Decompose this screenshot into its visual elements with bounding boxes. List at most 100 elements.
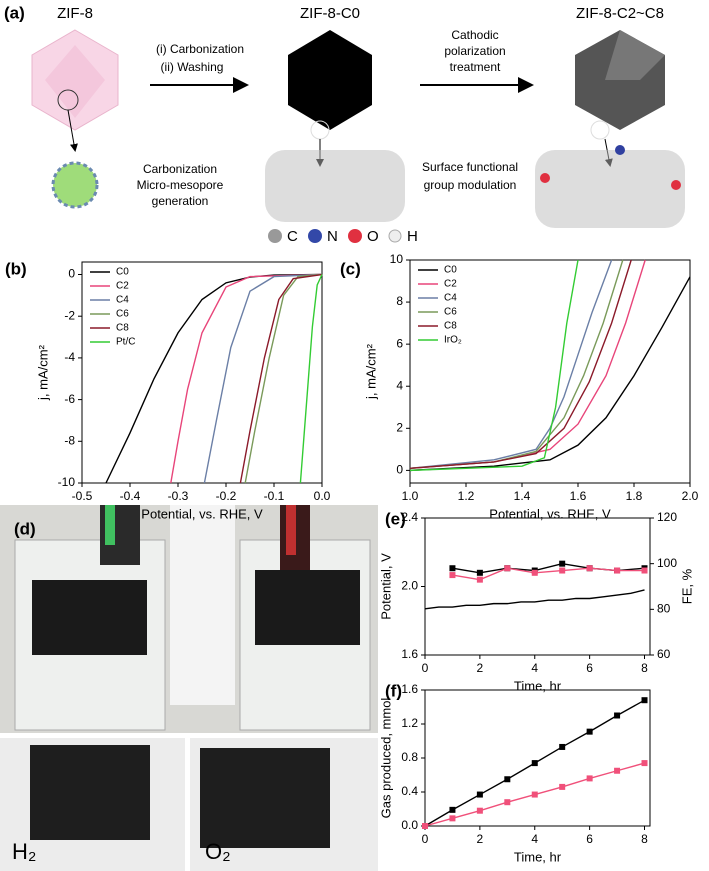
- panel-label: (b): [5, 259, 27, 278]
- step-label: (ii) Washing: [161, 60, 224, 74]
- step-label: treatment: [450, 60, 501, 74]
- legend-atom: [348, 229, 362, 243]
- x-tick-label: 2: [477, 832, 484, 846]
- panel-label: (f): [385, 681, 402, 700]
- y-tick-label: 1.6: [401, 647, 418, 661]
- point: [586, 565, 593, 572]
- y-tick-label: 0: [68, 267, 75, 281]
- legend-label: C8: [444, 321, 457, 332]
- y-tick-label: 2: [396, 420, 403, 434]
- point: [476, 569, 483, 576]
- series-line: [409, 259, 624, 469]
- y2-axis-label: FE, %: [679, 568, 694, 604]
- x-tick-label: -0.2: [216, 489, 237, 503]
- y-tick-label: 2.4: [401, 510, 418, 524]
- y-tick-label: -4: [64, 350, 75, 364]
- point: [476, 576, 483, 583]
- graphene-sketch: [265, 150, 405, 222]
- y-tick-label: 1.2: [401, 716, 418, 730]
- x-tick-label: -0.5: [72, 489, 93, 503]
- point: [641, 697, 648, 704]
- point: [614, 567, 621, 574]
- y-axis-label: j, mA/cm²: [35, 344, 50, 401]
- y-tick-label: 6: [396, 336, 403, 350]
- y-tick-label: 0.4: [401, 784, 418, 798]
- x-tick-label: 4: [531, 661, 538, 675]
- photo-label: O₂: [205, 839, 231, 864]
- electrode: [30, 745, 150, 840]
- pore-sketch: [51, 161, 99, 209]
- point: [422, 823, 428, 829]
- series-line: [409, 259, 632, 469]
- x-tick-label: 6: [586, 832, 593, 846]
- electrode: [200, 748, 330, 848]
- point: [449, 565, 456, 572]
- legend-atom: [388, 229, 402, 243]
- atom-label: N: [327, 228, 338, 245]
- point: [449, 572, 456, 579]
- x-tick-label: -0.3: [168, 489, 189, 503]
- arrow: [67, 109, 78, 152]
- point: [559, 783, 566, 790]
- legend-label: C2: [116, 281, 129, 292]
- point: [614, 767, 621, 774]
- x-tick-label: 0.0: [314, 489, 331, 503]
- y-tick-label: 0.8: [401, 750, 418, 764]
- x-tick-label: 1.6: [570, 489, 587, 503]
- y2-tick-label: 100: [657, 556, 677, 570]
- atom-label: O: [367, 228, 379, 245]
- panel-a: (a) ZIF-8 ZIF-8-C0 ZIF-8-C2~C8 (i) Carbo…: [4, 3, 685, 245]
- y-axis-label: Gas produced, mmol: [378, 698, 393, 819]
- y-tick-label: -8: [64, 433, 75, 447]
- x-tick-label: -0.1: [264, 489, 285, 503]
- crystal-face: [45, 45, 105, 118]
- x-tick-label: 2.0: [682, 489, 699, 503]
- point: [559, 743, 566, 750]
- point: [504, 776, 511, 783]
- legend-label: C2: [444, 279, 457, 290]
- series-line: [299, 274, 323, 484]
- note: Carbonization: [143, 162, 217, 176]
- stage-label: ZIF-8-C2~C8: [576, 5, 664, 22]
- point: [559, 567, 566, 574]
- c0-crystal: [288, 30, 372, 130]
- plot-frame: [81, 261, 323, 484]
- x-axis-label: Potential, vs. RHE, V: [489, 506, 611, 521]
- stage-label: ZIF-8: [57, 5, 93, 22]
- point: [449, 815, 456, 822]
- note: generation: [152, 194, 209, 208]
- point: [504, 799, 511, 806]
- plot-frame: [409, 259, 691, 484]
- series-line: [409, 276, 691, 472]
- x-tick-label: 0: [422, 832, 429, 846]
- panel-d: (d) H₂ O₂: [0, 505, 378, 871]
- y-tick-label: -10: [58, 475, 76, 489]
- series-line: [170, 273, 323, 484]
- y-tick-label: 2.0: [401, 579, 418, 593]
- electrode: [255, 570, 360, 645]
- x-tick-label: 0: [422, 661, 429, 675]
- point: [531, 569, 538, 576]
- y2-tick-label: 120: [657, 510, 677, 524]
- legend-label: IrO₂: [444, 335, 462, 346]
- series-line: [203, 273, 323, 484]
- x-tick-label: 8: [641, 832, 648, 846]
- point: [641, 760, 648, 767]
- point: [559, 560, 566, 567]
- x-axis-label: Time, hr: [514, 678, 562, 693]
- point: [531, 760, 538, 767]
- atom-o: [540, 173, 550, 183]
- panel-label: (c): [340, 259, 361, 278]
- electrode: [32, 580, 147, 655]
- point: [614, 712, 621, 719]
- legend-label: C6: [444, 307, 457, 318]
- stage-label: ZIF-8-C0: [300, 5, 360, 22]
- step-label: polarization: [444, 44, 505, 58]
- x-tick-label: -0.4: [120, 489, 141, 503]
- y2-tick-label: 60: [657, 647, 671, 661]
- y-tick-label: 4: [396, 378, 403, 392]
- legend-label: C8: [116, 323, 129, 334]
- zoom-circle: [590, 120, 610, 140]
- point: [449, 806, 456, 813]
